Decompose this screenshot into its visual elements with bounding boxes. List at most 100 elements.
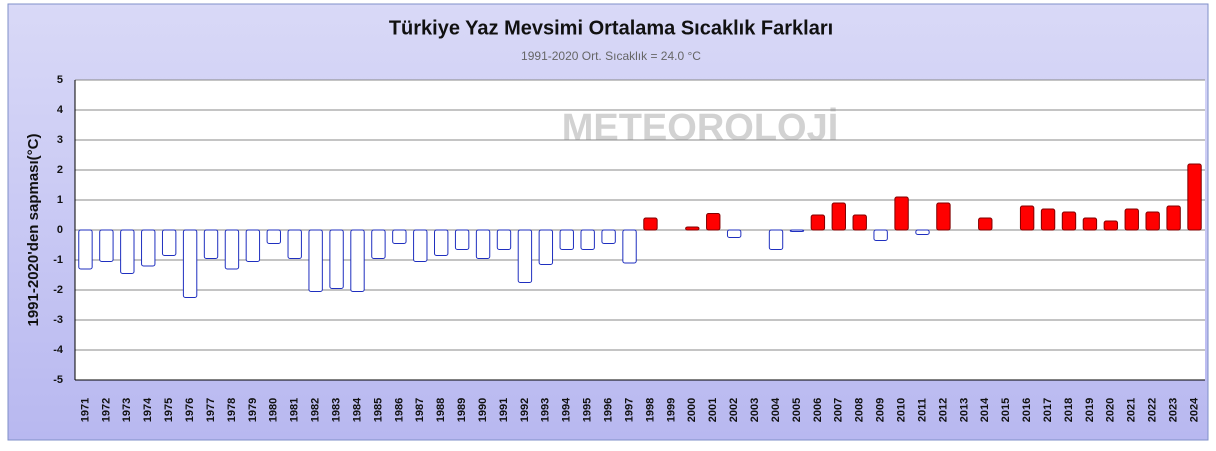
bar [706,213,721,231]
bar [685,226,700,231]
x-tick-label: 1985 [372,398,384,422]
x-tick-label: 2004 [770,397,782,422]
x-tick-label: 2008 [854,398,866,422]
x-tick-label: 1991 [498,398,510,422]
bar [1061,211,1077,231]
bar [726,229,742,238]
bar [643,217,658,231]
x-tick-label: 2006 [812,398,824,422]
x-tick-label: 1977 [205,398,217,422]
x-tick-label: 1993 [540,398,552,422]
x-tick-label: 1987 [414,398,426,422]
x-tick-label: 1999 [665,398,677,422]
bar [161,229,177,256]
x-tick-label: 2024 [1188,397,1200,422]
x-tick-label: 1996 [603,398,615,422]
bar [1082,217,1098,231]
bar [915,229,930,235]
bar [936,202,951,231]
x-tick-label: 1974 [142,397,154,422]
watermark: METEOROLOJİ [562,107,839,149]
bar [287,229,302,259]
x-tick-label: 1981 [289,398,301,422]
bar [538,229,554,265]
x-tick-label: 2003 [749,398,761,422]
x-tick-label: 2015 [1000,398,1012,422]
x-tick-label: 2001 [707,398,719,422]
chart-title: Türkiye Yaz Mevsimi Ortalama Sıcaklık Fa… [389,17,833,39]
x-tick-label: 2012 [937,398,949,422]
bar [810,214,826,231]
x-tick-label: 1973 [121,398,133,422]
bar [413,229,428,262]
bar [329,229,344,289]
bar [852,214,867,231]
y-tick-label: 5 [57,74,63,86]
x-tick-label: 1975 [163,398,175,422]
y-tick-label: 1 [57,194,63,206]
bar [1124,208,1139,231]
bar [894,196,909,231]
y-tick-label: -2 [53,284,63,296]
bar [78,229,93,270]
bar [350,229,365,292]
bar [120,229,135,274]
bar [978,217,993,231]
bar [622,229,637,264]
x-tick-label: 2018 [1063,398,1075,422]
x-tick-label: 2005 [791,398,803,422]
x-tick-label: 1992 [519,398,531,422]
bar [203,229,219,259]
bar [434,229,449,256]
bar [99,229,114,262]
y-tick-label: 4 [57,104,64,116]
x-tick-label: 2022 [1147,398,1159,422]
bar [454,229,470,250]
y-tick-label: -1 [53,254,63,266]
bar [873,229,888,241]
x-tick-label: 1982 [310,398,322,422]
x-tick-label: 2020 [1105,398,1117,422]
y-tick-label: -5 [53,374,63,386]
bar [1145,211,1160,231]
x-tick-label: 2016 [1021,398,1033,422]
bar [141,229,156,267]
bar [1187,163,1202,231]
x-tick-label: 1990 [477,398,489,422]
y-tick-label: -3 [53,314,63,326]
bar [789,229,805,232]
bar [1166,205,1181,231]
x-tick-label: 1979 [247,398,259,422]
bar [580,229,595,250]
x-tick-label: 2011 [916,398,928,422]
x-tick-label: 1978 [226,398,238,422]
x-tick-label: 1983 [330,398,342,422]
x-tick-label: 2017 [1042,398,1054,422]
x-tick-label: 2000 [686,398,698,422]
x-tick-label: 1994 [561,397,573,422]
y-tick-label: 3 [57,134,63,146]
bar [517,229,533,283]
bar [308,229,323,292]
bar [182,229,198,298]
bar [1019,205,1035,231]
x-tick-label: 2010 [895,398,907,422]
bar [224,229,240,270]
y-tick-label: 2 [57,164,63,176]
y-tick-label: 0 [57,224,63,236]
chart-subtitle: 1991-2020 Ort. Sıcaklık = 24.0 °C [521,49,701,63]
bar [266,229,281,244]
x-tick-label: 2014 [979,397,991,422]
x-tick-label: 1989 [456,398,468,422]
x-tick-label: 2019 [1084,398,1096,422]
x-tick-label: 1972 [100,398,112,422]
bar [475,229,491,259]
bar [245,229,261,262]
x-tick-label: 2013 [958,398,970,422]
x-tick-label: 1995 [582,398,594,422]
x-tick-label: 1997 [623,398,635,422]
bar [496,229,512,250]
bar [768,229,784,250]
x-tick-label: 2009 [875,398,887,422]
